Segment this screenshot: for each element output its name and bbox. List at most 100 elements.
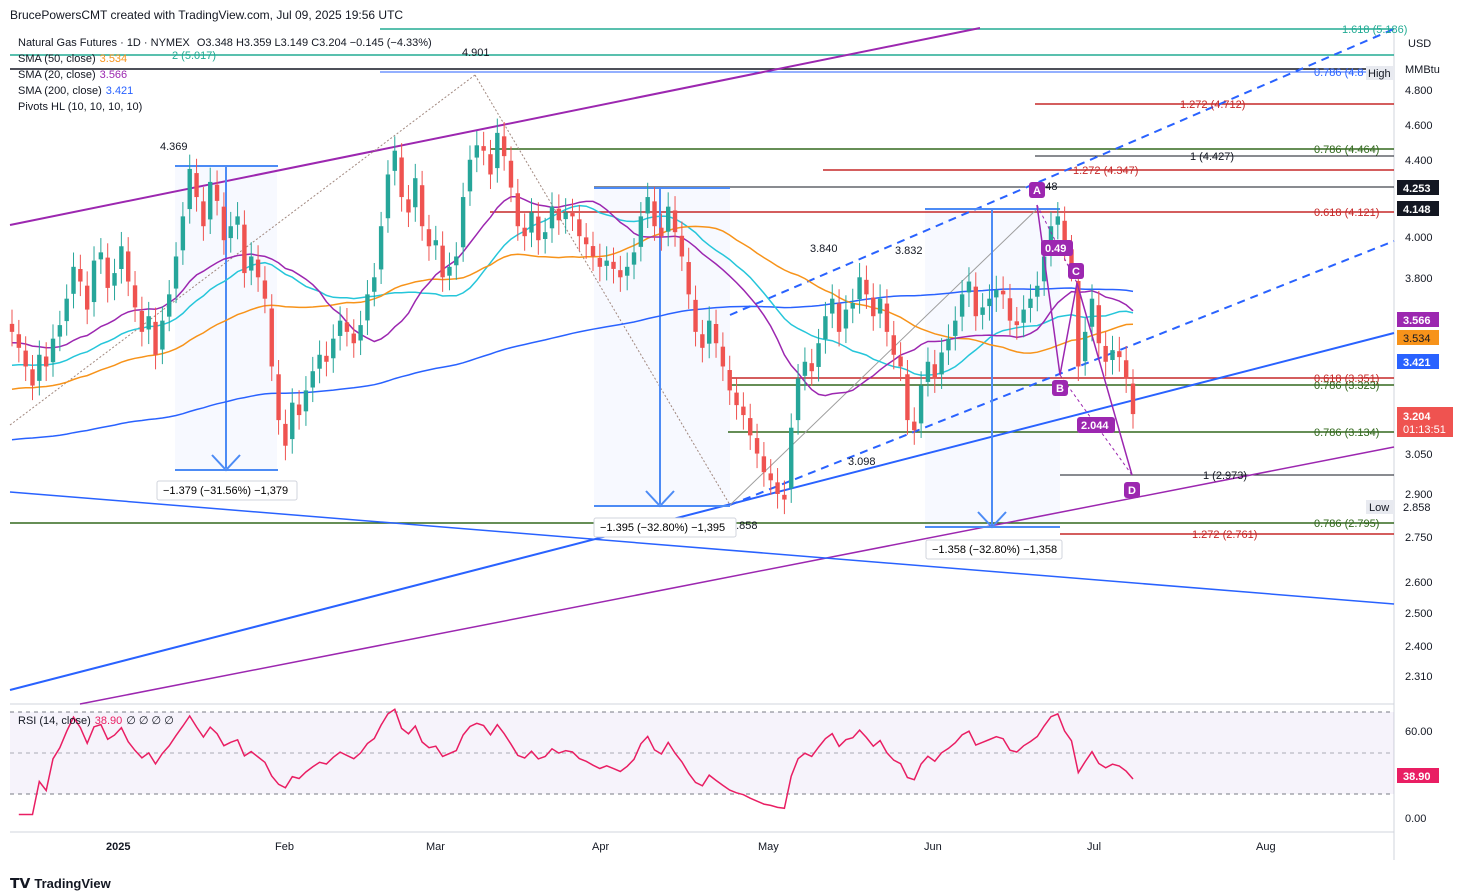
candle[interactable] bbox=[201, 201, 206, 227]
candle[interactable] bbox=[898, 356, 903, 367]
candle[interactable] bbox=[1021, 309, 1026, 323]
candle[interactable] bbox=[590, 246, 596, 257]
candle[interactable] bbox=[221, 206, 227, 241]
candle[interactable] bbox=[536, 216, 541, 241]
candle[interactable] bbox=[23, 350, 28, 367]
candle[interactable] bbox=[454, 256, 459, 266]
legend-pivots[interactable]: Pivots HL (10, 10, 10, 10) bbox=[18, 101, 143, 113]
candle[interactable] bbox=[283, 423, 288, 446]
candle[interactable] bbox=[522, 227, 527, 237]
candle[interactable] bbox=[720, 346, 726, 367]
candle[interactable] bbox=[112, 273, 117, 286]
candle[interactable] bbox=[939, 352, 944, 375]
candle[interactable] bbox=[631, 252, 637, 265]
candle[interactable] bbox=[597, 258, 603, 267]
candle[interactable] bbox=[98, 252, 104, 260]
candle[interactable] bbox=[508, 160, 514, 188]
candle[interactable] bbox=[549, 206, 555, 229]
candle[interactable] bbox=[789, 427, 794, 489]
candle[interactable] bbox=[871, 297, 876, 317]
candle[interactable] bbox=[1123, 360, 1129, 379]
candle[interactable] bbox=[782, 494, 787, 500]
candle[interactable] bbox=[1035, 285, 1040, 297]
candle[interactable] bbox=[563, 212, 568, 220]
candle[interactable] bbox=[1062, 220, 1067, 247]
candle[interactable] bbox=[1069, 249, 1074, 267]
sma200-line[interactable] bbox=[11, 287, 1134, 441]
candle[interactable] bbox=[583, 237, 589, 245]
candle[interactable] bbox=[795, 378, 801, 421]
candle[interactable] bbox=[953, 320, 958, 336]
candle[interactable] bbox=[645, 197, 650, 214]
candle[interactable] bbox=[679, 235, 685, 257]
candle[interactable] bbox=[317, 354, 322, 369]
candle[interactable] bbox=[638, 216, 644, 247]
candle[interactable] bbox=[1117, 351, 1122, 358]
candle[interactable] bbox=[857, 277, 862, 300]
candle[interactable] bbox=[57, 325, 63, 337]
candle[interactable] bbox=[700, 334, 705, 348]
candle[interactable] bbox=[474, 145, 480, 158]
candle[interactable] bbox=[946, 338, 951, 351]
candle[interactable] bbox=[659, 227, 664, 237]
candle[interactable] bbox=[488, 154, 493, 175]
candle[interactable] bbox=[310, 371, 315, 388]
rsi-path[interactable] bbox=[18, 708, 1134, 816]
candle[interactable] bbox=[71, 266, 76, 294]
candle[interactable] bbox=[1028, 298, 1033, 308]
candle[interactable] bbox=[385, 174, 391, 219]
candle[interactable] bbox=[994, 290, 999, 298]
candle[interactable] bbox=[1014, 321, 1019, 326]
candle[interactable] bbox=[249, 256, 254, 271]
candle[interactable] bbox=[665, 206, 671, 232]
candle[interactable] bbox=[105, 257, 110, 288]
candle[interactable] bbox=[433, 240, 438, 246]
candle[interactable] bbox=[713, 323, 719, 344]
legend-sma20[interactable]: SMA (20, close) 3.566 bbox=[18, 69, 128, 81]
candle[interactable] bbox=[864, 279, 869, 295]
candle[interactable] bbox=[515, 193, 521, 227]
candle[interactable] bbox=[358, 325, 363, 341]
candle[interactable] bbox=[932, 364, 937, 379]
fib-lines[interactable] bbox=[10, 28, 1394, 535]
candle[interactable] bbox=[132, 285, 138, 308]
candle[interactable] bbox=[180, 216, 186, 251]
sma50-line[interactable] bbox=[11, 225, 1134, 390]
candle[interactable] bbox=[1041, 256, 1047, 282]
candle[interactable] bbox=[467, 159, 473, 192]
candle[interactable] bbox=[30, 369, 35, 386]
rsi-line[interactable] bbox=[18, 708, 1134, 816]
candle[interactable] bbox=[153, 321, 158, 355]
candle[interactable] bbox=[139, 311, 145, 332]
candle[interactable] bbox=[78, 269, 83, 282]
candle[interactable] bbox=[351, 333, 356, 344]
candle[interactable] bbox=[604, 260, 609, 266]
sma200-path[interactable] bbox=[11, 287, 1134, 441]
candle[interactable] bbox=[495, 132, 500, 169]
candle[interactable] bbox=[324, 355, 329, 362]
candle[interactable] bbox=[1007, 298, 1013, 321]
price-axis[interactable]: 4.800 4.600 4.400 4.000 3.800 3.050 2.90… bbox=[1405, 38, 1440, 683]
candle[interactable] bbox=[413, 178, 418, 208]
candle[interactable] bbox=[160, 320, 165, 350]
legend-sma200[interactable]: SMA (200, close) 3.421 bbox=[18, 85, 134, 97]
candle[interactable] bbox=[119, 246, 124, 270]
candle[interactable] bbox=[843, 309, 849, 329]
candle[interactable] bbox=[912, 421, 917, 431]
candle[interactable] bbox=[652, 201, 657, 227]
candle[interactable] bbox=[269, 308, 274, 367]
candle[interactable] bbox=[37, 354, 42, 381]
candle[interactable] bbox=[9, 323, 15, 332]
candle[interactable] bbox=[1103, 345, 1108, 362]
candle[interactable] bbox=[50, 338, 56, 363]
candle[interactable] bbox=[830, 298, 835, 314]
candle[interactable] bbox=[378, 226, 384, 270]
candle[interactable] bbox=[64, 298, 69, 322]
tradingview-logo[interactable]: 𝗧𝗩 TradingView bbox=[10, 875, 111, 892]
measurement-arrows[interactable] bbox=[175, 165, 1060, 529]
candle[interactable] bbox=[296, 404, 302, 416]
measure-box-2[interactable] bbox=[594, 188, 730, 506]
candle[interactable] bbox=[276, 374, 281, 421]
candle[interactable] bbox=[460, 197, 466, 248]
candle[interactable] bbox=[529, 212, 534, 233]
